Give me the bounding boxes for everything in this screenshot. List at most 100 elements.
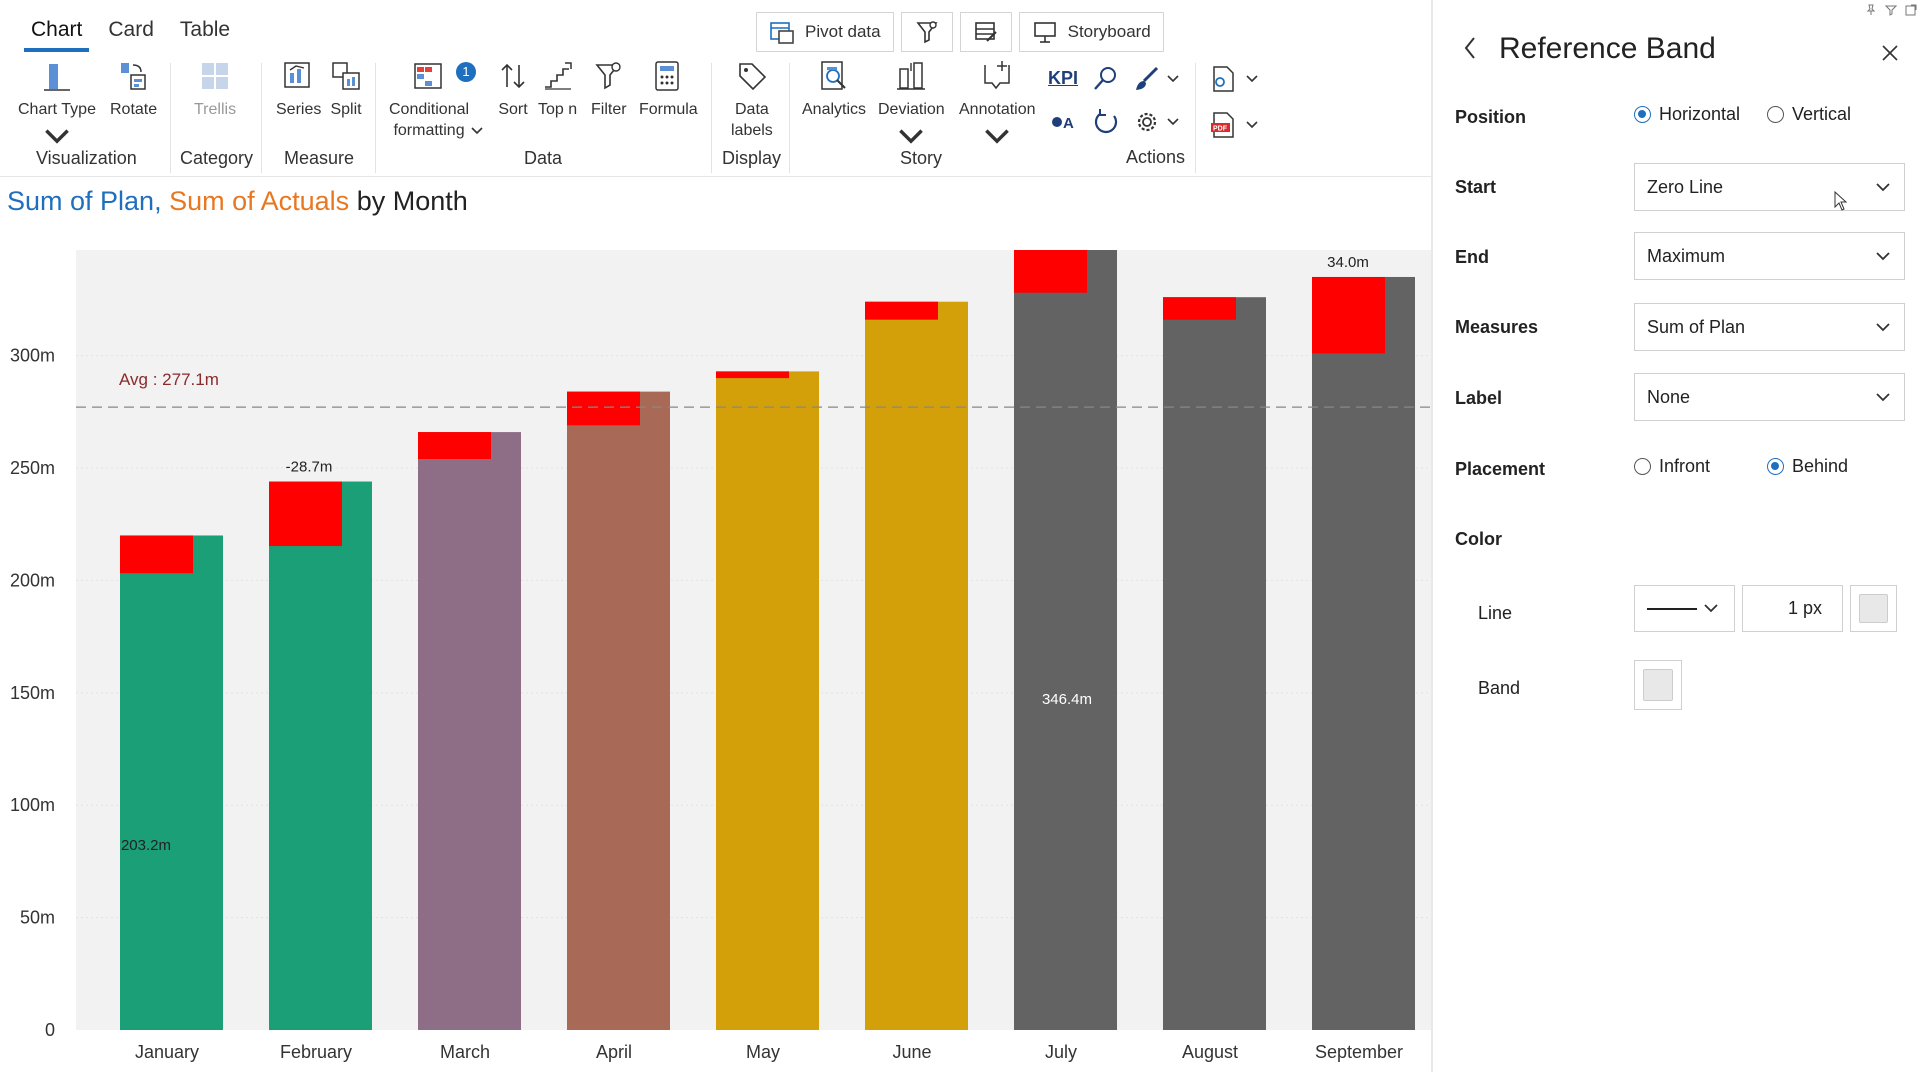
pdf-icon: PDF [1211, 112, 1234, 138]
radio-infront[interactable]: Infront [1634, 456, 1710, 477]
filter-icon[interactable] [1885, 4, 1897, 16]
plan-bar [1163, 297, 1266, 1031]
top-toolbar: Pivot data Storyboard [756, 12, 1164, 52]
plan-bar [1014, 250, 1117, 1030]
rotate-button[interactable]: Rotate [110, 59, 157, 120]
back-arrow-icon[interactable] [1463, 36, 1477, 60]
conditional-formatting-button[interactable]: Conditional formatting [389, 59, 469, 141]
x-tick-label: March [440, 1042, 490, 1062]
label-label: Label [1455, 388, 1503, 408]
tag-icon [739, 63, 767, 91]
tab-card[interactable]: Card [108, 18, 154, 41]
rotate-label: Rotate [110, 101, 158, 118]
split-button[interactable]: Split [329, 59, 363, 120]
analytics-label: Analytics [802, 101, 867, 118]
formula-button[interactable]: Formula [639, 59, 698, 120]
deviation-button[interactable]: Deviation [878, 59, 945, 160]
pin-icon[interactable] [1865, 4, 1877, 16]
radio-horizontal[interactable]: Horizontal [1634, 104, 1740, 125]
data-label: 34.0m [1327, 254, 1369, 271]
line-style-dropdown[interactable] [1634, 585, 1735, 632]
trellis-icon [202, 63, 229, 89]
bar-chart: 0 50m 100m 150m 200m 250m 300m January February M… [10, 250, 1431, 1062]
chart-type-button[interactable]: Chart Type [18, 59, 96, 160]
conditional-formatting-label-1: Conditional [389, 101, 470, 118]
measures-dropdown[interactable]: Sum of Plan [1634, 303, 1905, 351]
kpi-label: KPI [1048, 68, 1079, 88]
start-value: Zero Line [1647, 176, 1724, 197]
y-tick-label: 250m [10, 458, 55, 478]
close-icon[interactable] [1881, 44, 1899, 62]
variance-bar [120, 535, 193, 574]
svg-text:A: A [1063, 115, 1074, 132]
series-button[interactable]: Series [276, 59, 321, 120]
tab-table[interactable]: Table [179, 18, 231, 41]
average-label: Avg : 277.1m [119, 370, 219, 389]
table-edit-button[interactable] [959, 12, 1012, 52]
expand-icon[interactable] [1905, 4, 1917, 16]
tab-chart[interactable]: Chart [18, 0, 95, 52]
radio-vertical[interactable]: Vertical [1767, 104, 1851, 125]
pivot-data-button[interactable]: Pivot data [756, 12, 894, 52]
data-label: -28.7m [286, 459, 333, 476]
refresh-button[interactable] [1091, 107, 1121, 137]
measures-value: Sum of Plan [1647, 316, 1746, 337]
y-tick-label: 100m [10, 795, 55, 815]
kpi-button[interactable]: KPI [1048, 68, 1078, 89]
label-style-button[interactable]: A [1050, 107, 1080, 137]
group-label-display: Display [722, 148, 782, 168]
x-tick-label: August [1182, 1042, 1238, 1062]
x-tick-label: September [1315, 1042, 1403, 1062]
plan-bar [716, 371, 819, 1030]
trellis-button[interactable]: Trellis [194, 59, 236, 120]
split-label: Split [330, 101, 362, 118]
chevron-down-icon[interactable] [469, 123, 485, 139]
color-label-icon: A [1052, 115, 1074, 132]
storyboard-icon [1033, 22, 1056, 43]
filter-button[interactable]: Filter [591, 59, 627, 120]
start-dropdown[interactable]: Zero Line [1634, 163, 1905, 211]
search-button[interactable] [1090, 64, 1120, 94]
plan-bar [418, 432, 521, 1030]
annotation-button[interactable]: Annotation [959, 59, 1036, 160]
filter-label: Filter [591, 101, 627, 118]
storyboard-button[interactable]: Storyboard [1018, 12, 1164, 52]
variance-bar [1163, 297, 1236, 320]
chevron-down-icon [45, 129, 69, 144]
x-tick-label: April [596, 1042, 632, 1062]
export-pdf-button[interactable]: PDF [1208, 110, 1260, 140]
radio-circle [1767, 458, 1784, 475]
variance-bar [1312, 276, 1385, 354]
brush-button[interactable] [1132, 64, 1181, 94]
settings-button[interactable] [1132, 107, 1181, 137]
cursor-pointer-icon [1834, 190, 1848, 211]
start-label: Start [1455, 177, 1497, 197]
sort-button[interactable]: Sort [496, 59, 530, 120]
radio-infront-label: Infront [1659, 456, 1711, 476]
plan-bar [269, 481, 372, 1031]
brush-icon [1136, 66, 1159, 90]
panel-title: Reference Band [1499, 32, 1716, 65]
end-dropdown[interactable]: Maximum [1634, 232, 1905, 280]
analytics-icon [821, 61, 846, 90]
ribbon-toolbar: Chart Type Rotate Trellis Series Split C… [0, 55, 1431, 175]
export-settings-button[interactable] [1208, 64, 1260, 94]
plan-bar [1312, 276, 1415, 1030]
radio-behind[interactable]: Behind [1767, 456, 1848, 477]
chart-title-actuals: Sum of Actuals [169, 186, 350, 216]
analytics-button[interactable]: Analytics [802, 59, 866, 120]
top-n-icon [544, 62, 572, 90]
top-n-label: Top n [538, 101, 578, 118]
top-n-button[interactable]: Top n [538, 59, 577, 120]
band-color-picker[interactable] [1634, 660, 1682, 710]
refresh-icon [1094, 109, 1118, 134]
line-color-picker[interactable] [1850, 585, 1897, 632]
filter-settings-button[interactable] [900, 12, 953, 52]
chevron-down-icon [1876, 252, 1890, 261]
split-icon [332, 62, 360, 90]
radio-circle [1634, 458, 1651, 475]
line-width-input[interactable]: 1 px [1742, 585, 1843, 632]
label-dropdown[interactable]: None [1634, 373, 1905, 421]
data-labels-button[interactable]: Data labels [731, 59, 773, 141]
